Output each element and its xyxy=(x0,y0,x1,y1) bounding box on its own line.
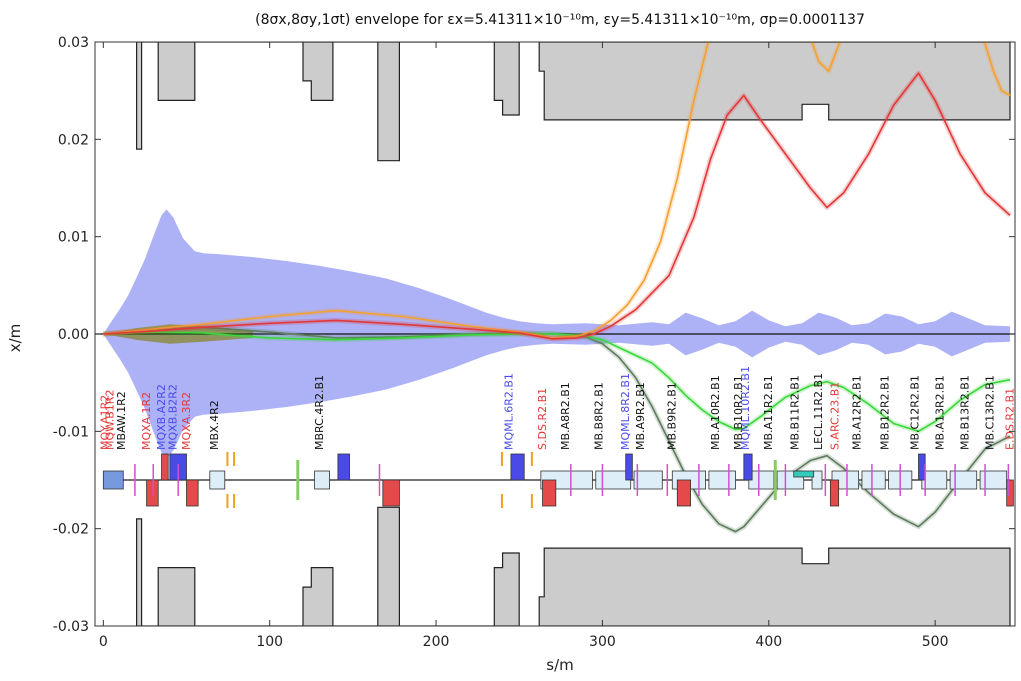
element-label-6: MQXA.3R2 xyxy=(180,392,193,450)
element-label-4: MQXB.A2R2 xyxy=(155,384,168,450)
chart-title: (8σx,8σy,1σt) envelope for εx=5.41311×10… xyxy=(255,12,865,28)
element-label-7: MBX.4R2 xyxy=(208,400,221,450)
aperture-aperture-bottom-left xyxy=(136,506,520,626)
orange-orbit-3-line xyxy=(811,42,841,72)
collimator-0 xyxy=(296,460,300,500)
element-label-22: S.ARC.23.B1 xyxy=(829,382,842,450)
quad-defocus-3 xyxy=(625,453,633,481)
x-tick-label-5: 500 xyxy=(922,634,949,650)
element-label-0: MQY.A1R2 xyxy=(98,395,111,450)
element-label-29: E.DS.R2.B1 xyxy=(1003,388,1016,450)
corrector-bottom-2 xyxy=(500,494,503,508)
quad-defocus-1 xyxy=(337,453,350,481)
quad-focus-2 xyxy=(186,479,199,507)
dipole-7 xyxy=(811,470,823,490)
element-box-1 xyxy=(209,470,226,490)
green-orbit-line xyxy=(103,331,1011,433)
element-label-5: MQXB.B2R2 xyxy=(167,384,180,450)
quad-focus-3 xyxy=(382,479,400,507)
quad-focus-1 xyxy=(161,453,169,481)
corrector-bottom-3 xyxy=(530,494,533,508)
element-label-1: MQW.B1R2 xyxy=(103,390,116,450)
quad-defocus-4 xyxy=(743,453,753,481)
quad-focus-4 xyxy=(542,479,557,507)
quad-defocus-2 xyxy=(510,453,525,481)
dipole-12 xyxy=(949,470,978,490)
x-axis-label: s/m xyxy=(546,656,573,674)
quad-defocus-5 xyxy=(918,453,926,481)
orange-orbit-2-line xyxy=(983,42,1011,97)
element-label-26: MB.A13R2.B1 xyxy=(934,375,947,450)
element-label-13: MQML.8R2.B1 xyxy=(619,373,632,450)
element-box-0 xyxy=(102,470,124,490)
element-label-19: MB.A11R2.B1 xyxy=(762,375,775,450)
element-label-8: MBRC.4R2.B1 xyxy=(313,375,326,450)
quad-focus-0 xyxy=(146,479,159,507)
aperture-aperture-bottom-right xyxy=(538,547,1011,626)
corrector-bottom-0 xyxy=(226,494,229,508)
element-label-23: MB.A12R2.B1 xyxy=(850,375,863,450)
y-tick-label-1: -0.02 xyxy=(53,522,89,538)
element-label-10: S.DS.R2.B1 xyxy=(536,388,549,450)
element-box-3 xyxy=(793,470,815,478)
element-label-27: MB.B13R2.B1 xyxy=(958,375,971,450)
element-label-21: LECL.11R2.B1 xyxy=(812,373,825,450)
element-label-25: MB.C12R2.B1 xyxy=(909,375,922,450)
y-tick-label-4: 0.01 xyxy=(58,230,89,246)
dipole-13 xyxy=(979,470,1008,490)
collimator-1 xyxy=(773,460,777,500)
corrector-top-3 xyxy=(530,452,533,466)
element-label-15: MB.B9R2.B1 xyxy=(666,382,679,450)
element-label-17: MB.B10R2.B1 xyxy=(732,375,745,450)
darkgreen-orbit-line xyxy=(103,326,1011,533)
x-tick-label-0: 0 xyxy=(99,634,108,650)
y-tick-label-0: -0.03 xyxy=(53,619,89,635)
quad-focus-5 xyxy=(676,479,691,507)
element-label-14: MB.A9R2.B1 xyxy=(634,382,647,450)
dipole-5 xyxy=(748,470,775,490)
quad-focus-6 xyxy=(829,479,840,507)
y-axis-label: x/m xyxy=(6,324,24,353)
aperture-aperture-top-left xyxy=(136,42,520,162)
element-label-28: MB.C13R2.B1 xyxy=(983,375,996,450)
y-tick-label-6: 0.03 xyxy=(58,35,89,51)
corrector-top-2 xyxy=(500,452,503,466)
corrector-bottom-1 xyxy=(233,494,236,508)
x-tick-label-1: 100 xyxy=(256,634,283,650)
dipole-2 xyxy=(633,470,663,490)
quad-focus-7 xyxy=(1006,479,1014,507)
x-tick-label-3: 300 xyxy=(589,634,616,650)
element-label-11: MB.A8R2.B1 xyxy=(559,382,572,450)
element-label-20: MB.B11R2.B1 xyxy=(789,375,802,450)
element-label-2: MBAW.1R2 xyxy=(115,391,128,450)
y-tick-label-2: -0.01 xyxy=(53,424,89,440)
element-label-24: MB.B12R2.B1 xyxy=(879,375,892,450)
y-tick-label-5: 0.02 xyxy=(58,132,89,148)
red-orbit-line xyxy=(103,72,1011,340)
element-label-16: MB.A10R2.B1 xyxy=(709,375,722,450)
dipole-4 xyxy=(708,470,736,490)
element-label-9: MQML.6R2.B1 xyxy=(503,373,516,450)
aperture-aperture-top-right xyxy=(538,42,1011,121)
dipole-9 xyxy=(861,470,886,490)
x-tick-label-4: 400 xyxy=(755,634,782,650)
y-tick-label-3: 0.00 xyxy=(58,327,89,343)
element-box-2 xyxy=(314,470,330,490)
orange-orbit-line xyxy=(103,42,710,339)
corrector-top-0 xyxy=(226,452,229,466)
corrector-top-1 xyxy=(233,452,236,466)
element-label-12: MB.B8R2.B1 xyxy=(592,382,605,450)
element-label-18: MQML.10R2.B1 xyxy=(739,366,752,450)
element-label-3: MQXA.1R2 xyxy=(140,392,153,450)
x-tick-label-2: 200 xyxy=(423,634,450,650)
